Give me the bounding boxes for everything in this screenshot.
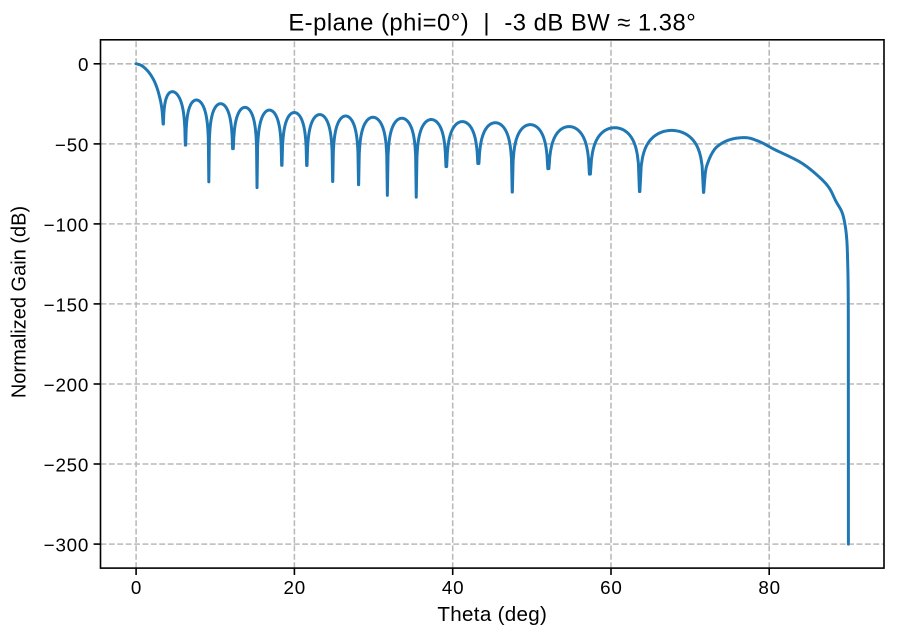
svg-text:0: 0: [131, 577, 142, 598]
svg-text:40: 40: [442, 577, 465, 598]
svg-text:−150: −150: [44, 294, 90, 315]
svg-text:−250: −250: [44, 454, 90, 475]
svg-text:−50: −50: [55, 134, 89, 155]
svg-text:Theta (deg): Theta (deg): [437, 603, 547, 626]
svg-text:0: 0: [78, 54, 89, 75]
svg-text:−100: −100: [44, 214, 90, 235]
svg-text:Normalized Gain (dB): Normalized Gain (dB): [9, 206, 31, 398]
svg-text:20: 20: [284, 577, 307, 598]
svg-text:80: 80: [758, 577, 781, 598]
svg-text:−300: −300: [44, 535, 90, 556]
svg-text:−200: −200: [44, 374, 90, 395]
svg-text:60: 60: [600, 577, 623, 598]
svg-text:E-plane (phi=0°) | -3 dB BW: E-plane (phi=0°) | -3 dB BW ≈ 1.38°: [288, 10, 696, 37]
